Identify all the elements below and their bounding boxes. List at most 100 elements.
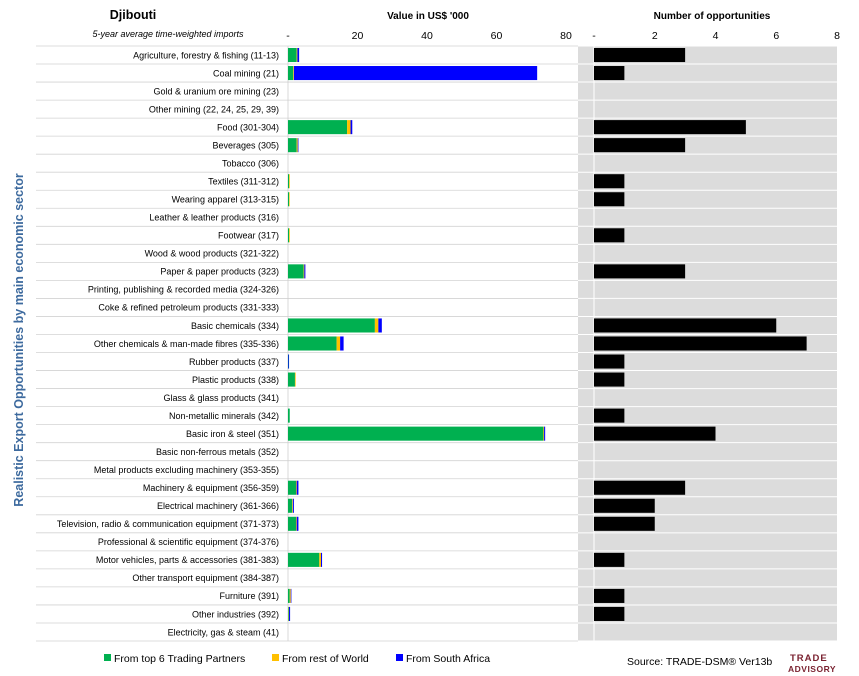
category-label: Other chemicals & man-made fibres (335-3… bbox=[94, 339, 279, 349]
value-bar-segment bbox=[347, 120, 351, 135]
category-label: Tobacco (306) bbox=[222, 158, 279, 168]
value-bar-segment bbox=[288, 588, 290, 603]
opportunities-bar bbox=[594, 318, 777, 333]
value-bar-segment bbox=[292, 498, 294, 513]
value-bar-segment bbox=[288, 192, 290, 207]
legend-label: From rest of World bbox=[282, 653, 369, 665]
value-bar-segment bbox=[296, 516, 299, 531]
value-bar-segment bbox=[288, 228, 290, 243]
opportunities-bar bbox=[594, 606, 625, 621]
category-label: Printing, publishing & recorded media (3… bbox=[88, 285, 279, 295]
legend-swatch bbox=[396, 654, 403, 661]
value-bar-segment bbox=[303, 264, 305, 279]
value-bar-segment bbox=[288, 498, 293, 513]
opportunities-bar bbox=[594, 372, 625, 387]
opportunities-bar bbox=[594, 120, 746, 135]
value-axis-tick-label: 80 bbox=[560, 30, 572, 42]
value-bar-segment bbox=[288, 606, 289, 621]
opportunities-bar bbox=[594, 516, 655, 531]
opportunities-bar bbox=[594, 408, 625, 423]
opportunities-axis-tick-label: 8 bbox=[834, 30, 840, 42]
value-bar-segment bbox=[289, 174, 290, 189]
legend-swatch bbox=[272, 654, 279, 661]
category-label: Other industries (392) bbox=[192, 609, 279, 619]
category-label: Electrical machinery (361-366) bbox=[157, 501, 279, 511]
value-bar-segment bbox=[288, 354, 289, 369]
category-label: Textiles (311-312) bbox=[208, 177, 279, 187]
category-label: Professional & scientific equipment (374… bbox=[98, 537, 279, 547]
opportunities-bar bbox=[594, 47, 686, 63]
category-label: Agriculture, forestry & fishing (11-13) bbox=[133, 50, 279, 60]
category-label: Metal products excluding machinery (353-… bbox=[94, 465, 279, 475]
value-bar-segment bbox=[288, 120, 348, 135]
value-bar-segment bbox=[319, 552, 322, 567]
category-label: Paper & paper products (323) bbox=[160, 267, 279, 277]
value-bar-segment bbox=[292, 498, 293, 513]
category-label: Wood & wood products (321-322) bbox=[145, 249, 279, 259]
value-bar-segment bbox=[543, 426, 545, 441]
value-bar-segment bbox=[378, 318, 382, 333]
value-chart-title: Value in US$ '000 bbox=[387, 11, 469, 22]
opportunities-bar bbox=[594, 192, 625, 207]
value-bar-segment bbox=[288, 480, 296, 495]
value-bar-segment bbox=[544, 426, 546, 441]
value-bar-segment bbox=[288, 264, 304, 279]
value-bar-segment bbox=[288, 606, 290, 621]
value-bar-segment bbox=[374, 318, 379, 333]
value-bar-segment bbox=[288, 66, 294, 81]
value-bar-segment bbox=[297, 47, 300, 63]
value-bar-segment bbox=[340, 336, 344, 351]
value-bar-segment bbox=[288, 372, 295, 387]
value-bar-segment bbox=[304, 264, 306, 279]
category-label: Machinery & equipment (356-359) bbox=[143, 483, 279, 493]
value-bar-segment bbox=[288, 174, 290, 189]
value-axis-tick-label: 40 bbox=[421, 30, 433, 42]
logo-text-top: TRADE bbox=[790, 653, 828, 664]
value-bar-segment bbox=[297, 138, 299, 153]
category-label: Basic iron & steel (351) bbox=[186, 429, 279, 439]
value-bar-segment bbox=[289, 606, 291, 621]
value-bar-segment bbox=[288, 354, 290, 369]
value-bar-segment bbox=[336, 336, 341, 351]
category-label: Basic chemicals (334) bbox=[191, 321, 279, 331]
value-bar-segment bbox=[293, 66, 538, 81]
category-label: Wearing apparel (313-315) bbox=[172, 195, 279, 205]
category-label: Other transport equipment (384-387) bbox=[132, 573, 279, 583]
opportunities-bar bbox=[594, 480, 686, 495]
value-bar-segment bbox=[289, 228, 290, 243]
opportunities-bar bbox=[594, 138, 686, 153]
chart-title: Djibouti bbox=[110, 8, 157, 22]
value-axis-tick-label: 60 bbox=[491, 30, 503, 42]
value-bar-segment bbox=[288, 426, 544, 441]
value-bar-segment bbox=[295, 516, 297, 531]
opportunities-axis-tick-label: 2 bbox=[652, 30, 658, 42]
value-bar-segment bbox=[288, 336, 337, 351]
value-bar-segment bbox=[296, 138, 298, 153]
legend-label: From South Africa bbox=[406, 653, 490, 665]
opportunities-bar bbox=[594, 66, 625, 81]
category-label: Basic non-ferrous metals (352) bbox=[156, 447, 279, 457]
category-label: Plastic products (338) bbox=[192, 375, 279, 385]
opportunities-bar bbox=[594, 336, 807, 351]
value-bar-segment bbox=[288, 552, 320, 567]
value-bar-segment bbox=[294, 372, 296, 387]
value-bar-segment bbox=[350, 120, 353, 135]
opportunities-bar bbox=[594, 588, 625, 603]
legend-label: From top 6 Trading Partners bbox=[114, 653, 245, 665]
category-label: Television, radio & communication equipm… bbox=[57, 519, 279, 529]
value-bar-segment bbox=[288, 47, 297, 63]
category-label: Coal mining (21) bbox=[213, 68, 279, 78]
value-bar-segment bbox=[295, 480, 297, 495]
category-label: Rubber products (337) bbox=[189, 357, 279, 367]
trade-advisory-logo: TRADE ADVISORY bbox=[788, 653, 836, 674]
category-label: Motor vehicles, parts & accessories (381… bbox=[96, 555, 279, 565]
opportunities-bar bbox=[594, 498, 655, 513]
chart-subtitle: 5-year average time-weighted imports bbox=[92, 29, 244, 39]
opportunities-bar bbox=[594, 426, 716, 441]
value-bar-segment bbox=[296, 47, 298, 63]
opportunities-axis-tick-label: 4 bbox=[713, 30, 719, 42]
value-bar-segment bbox=[288, 408, 290, 423]
category-label: Non-metallic minerals (342) bbox=[169, 411, 279, 421]
value-bar-segment bbox=[289, 192, 290, 207]
value-bar-segment bbox=[296, 480, 299, 495]
